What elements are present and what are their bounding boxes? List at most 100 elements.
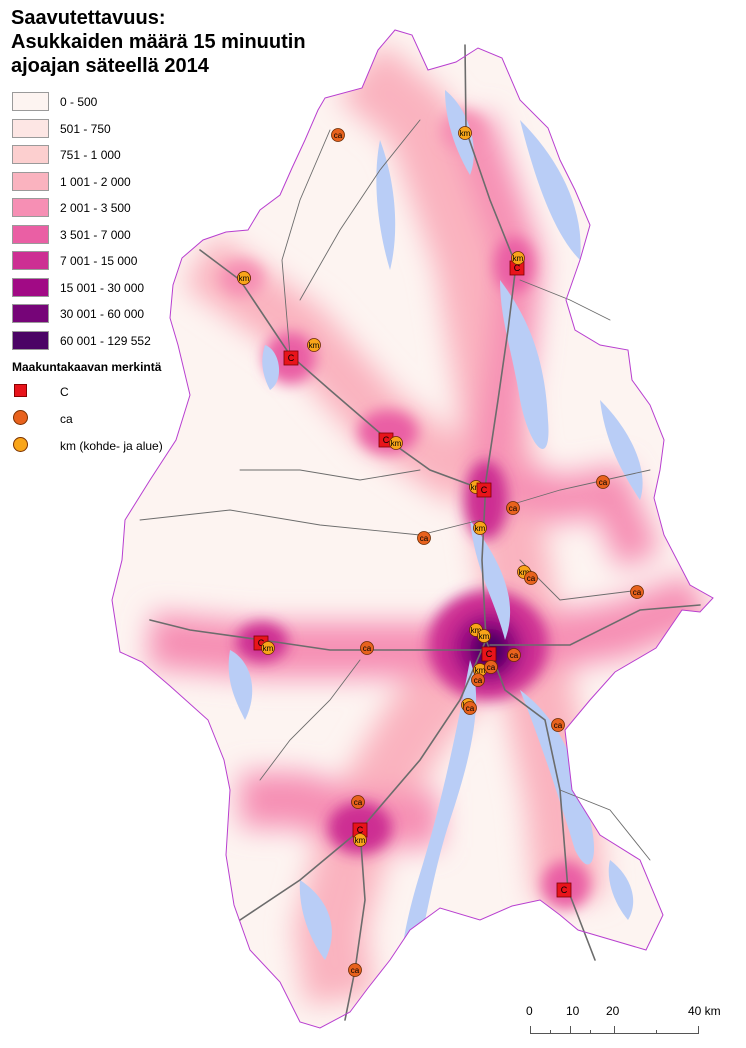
legend-label: 2 001 - 3 500: [60, 201, 131, 215]
map-symbol-label: km: [513, 254, 524, 263]
legend-symbol-label: km (kohde- ja alue): [60, 439, 163, 453]
density-jyvaskyla-north: [464, 460, 508, 540]
map-symbol-km: km: [389, 436, 403, 450]
map-symbol-ca: ca: [471, 673, 485, 687]
map-symbol-label: ca: [599, 478, 608, 487]
map-symbol-label: ca: [354, 798, 363, 807]
map-symbol-label: km: [263, 644, 274, 653]
map-symbol-ca: ca: [484, 660, 498, 674]
map-symbol-ca-circle: [630, 585, 644, 599]
map-symbol-km-circle: [307, 338, 321, 352]
road-secondary-1: [139, 509, 481, 536]
map-symbol-ca-circle: [463, 701, 477, 715]
scale-tick-20: 20: [606, 1004, 620, 1018]
roads: [139, 44, 701, 1021]
legend-symbol-c: C: [12, 382, 232, 402]
map-symbol-label: C: [383, 435, 390, 445]
map-symbol-label: C: [288, 353, 295, 363]
map-symbol-c: C: [352, 822, 368, 838]
map-symbol-ca-circle: [506, 501, 520, 515]
map-symbol-label: ca: [474, 676, 483, 685]
scale-tick-mark: [698, 1026, 699, 1034]
legend-symbol-label: ca: [60, 412, 73, 426]
road-9-southwest: [239, 639, 487, 921]
map-symbol-ca-circle: [551, 718, 565, 732]
map-symbol-km: km: [511, 251, 525, 265]
scale-tick-mark: [530, 1026, 531, 1034]
legend-symbol-km-circle: [13, 437, 28, 452]
legend-swatch: [12, 92, 49, 111]
map-symbol-ca: ca: [348, 963, 362, 977]
legend-label: 1 001 - 2 000: [60, 174, 131, 189]
map-symbol-label: km: [309, 341, 320, 350]
map-symbol-km: km: [458, 126, 472, 140]
map-symbol-label: ca: [351, 966, 360, 975]
road-secondary-6: [259, 659, 361, 781]
road-secondary-9: [519, 279, 611, 321]
symbols-legend-title: Maakuntakaavan merkintä: [12, 360, 162, 374]
map-symbol-ca: ca: [360, 641, 374, 655]
legend-swatch: [12, 277, 49, 297]
lake-southeast: [608, 860, 634, 920]
map-symbol-km: km: [237, 271, 251, 285]
lake-kolima: [500, 280, 549, 449]
map-symbol-ca-circle: [471, 673, 485, 687]
legend-label: 3 501 - 7 000: [60, 227, 131, 242]
density-corridor-east: [492, 458, 661, 569]
map-symbol-label: ca: [510, 651, 519, 660]
scale-tick-40: 40 km: [688, 1004, 721, 1018]
scale-tick-mark: [590, 1030, 591, 1034]
map-symbol-km-circle: [353, 833, 367, 847]
map-symbol-label: C: [514, 263, 521, 273]
map-symbol-label: C: [258, 638, 265, 648]
map-symbol-label: km: [355, 836, 366, 845]
map-symbol-label: km: [475, 666, 486, 675]
map-symbol-km-circle: [389, 436, 403, 450]
map-symbol-ca: ca: [524, 571, 538, 585]
map-symbol-label: C: [561, 885, 568, 895]
map-symbol-label: C: [486, 649, 493, 659]
legend-symbol-ca: ca: [12, 409, 232, 429]
lake-kivijarvi: [376, 140, 396, 270]
map-symbol-ca-circle: [331, 128, 345, 142]
map-symbol-label: C: [481, 485, 488, 495]
legend-swatch: [12, 304, 49, 323]
legend-swatch: [12, 118, 49, 138]
map-symbol-ca: ca: [551, 718, 565, 732]
map-symbol-label: ca: [633, 588, 642, 597]
legend-symbol-ca-circle: [13, 410, 28, 425]
map-symbol-label: ca: [509, 504, 518, 513]
lake-southwest: [299, 880, 332, 960]
density-corridor-southwest: [240, 772, 440, 848]
map-symbol-label: km: [471, 483, 482, 492]
road-secondary-7: [281, 129, 331, 356]
legend-label: 15 001 - 30 000: [60, 280, 145, 295]
legend-swatch: [12, 171, 49, 191]
legend-swatch: [12, 251, 49, 270]
map-symbol-ca-circle: [524, 571, 538, 585]
map-symbol-label: ca: [554, 721, 563, 730]
title-line-3: ajoajan säteellä 2014: [11, 55, 209, 77]
map-symbol-km-circle: [261, 641, 275, 655]
map-symbol-label: km: [239, 274, 250, 283]
map-symbol-c: C: [476, 482, 492, 498]
road-jamsa-south: [344, 829, 366, 1021]
map-symbol-label: km: [471, 626, 482, 635]
map-symbol-c: C: [283, 350, 299, 366]
map-symbol-label: ca: [363, 644, 372, 653]
map-symbol-ca-circle: [596, 475, 610, 489]
legend-label: 30 001 - 60 000: [60, 307, 145, 321]
map-symbol-c: C: [556, 882, 572, 898]
map-symbol-km-circle: [477, 629, 491, 643]
road-4-south: [485, 639, 596, 961]
map-symbol-label: km: [519, 568, 530, 577]
map-symbol-km: km: [353, 833, 367, 847]
road-secondary-5: [239, 469, 421, 481]
lakes: [228, 90, 643, 1000]
map-symbol-ca: ca: [351, 795, 365, 809]
map-symbol-ca-circle: [360, 641, 374, 655]
map-symbol-label: km: [460, 129, 471, 138]
planning-symbols: cakmCkmcakmkmCCkmkmCcacakmcakmcacakmkmCk…: [237, 126, 644, 977]
legend-symbol-label: C: [60, 385, 69, 399]
